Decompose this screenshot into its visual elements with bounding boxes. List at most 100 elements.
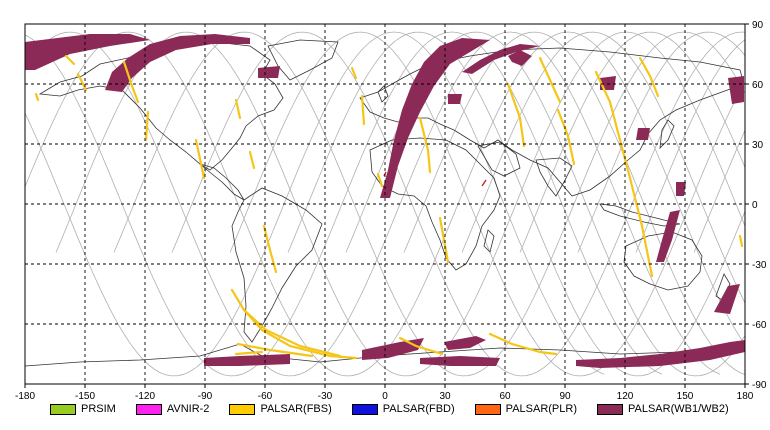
orbit-track — [55, 31, 745, 377]
x-tick-label: 30 — [439, 391, 451, 402]
fbs-track — [262, 224, 278, 274]
wb-swath — [636, 128, 650, 140]
plr-mark — [481, 179, 487, 187]
fbs-track — [418, 116, 432, 174]
wb-swath — [25, 34, 150, 70]
x-tick-label: 180 — [737, 391, 754, 402]
legend-swatch — [474, 403, 501, 415]
legend-label: PALSAR(WB1/WB2) — [628, 403, 729, 415]
wb-swath — [448, 94, 462, 104]
x-tick-label: 150 — [677, 391, 694, 402]
wb-swath — [420, 356, 500, 366]
fbs-track — [76, 72, 88, 92]
fbs-track — [398, 336, 444, 356]
coastlines — [25, 39, 745, 367]
wb-swath — [380, 38, 490, 198]
coastline-arabia — [477, 141, 521, 177]
wb-swath — [600, 76, 616, 90]
graticule — [25, 24, 745, 384]
legend-item: PALSAR(FBD) — [351, 403, 455, 415]
x-axis: -180 -150 -120 -90 -60 -30 0 30 60 90 120 150 180 — [15, 384, 754, 402]
orbit-track — [25, 31, 605, 377]
legend-item: PRSIM — [50, 403, 116, 415]
legend-swatch — [351, 403, 378, 415]
orbit-track — [171, 31, 745, 377]
fbs-track — [538, 56, 562, 104]
coastline-indonesia — [599, 203, 681, 227]
legend-item: AVNIR-2 — [135, 403, 210, 415]
orbit-track — [25, 31, 663, 377]
fbs-track — [64, 54, 76, 66]
orbit-track — [403, 31, 745, 375]
orbit-track — [287, 31, 745, 377]
fbs-track — [376, 172, 384, 188]
wb-swath — [676, 182, 686, 196]
wb-swath — [444, 336, 486, 350]
orbit-track — [229, 31, 745, 377]
y-tick-label: -60 — [752, 320, 767, 331]
y-tick-label: 30 — [752, 140, 764, 151]
fbs-track — [230, 288, 358, 360]
x-tick-label: 60 — [499, 391, 511, 402]
orbit-track — [461, 31, 745, 304]
coastline-madagascar — [483, 229, 495, 253]
legend-swatch — [50, 403, 76, 415]
orbit-track — [577, 31, 745, 253]
fbs-track — [488, 332, 558, 356]
coastline-japan — [659, 119, 675, 150]
legend-label: PRSIM — [81, 403, 116, 415]
fbs-track — [34, 92, 40, 102]
legend-label: AVNIR-2 — [166, 403, 210, 415]
y-tick-label: -90 — [752, 380, 767, 391]
fbs-track — [234, 350, 264, 356]
coastline-africa — [369, 137, 501, 271]
y-tick-label: 60 — [752, 80, 764, 91]
fbs-track — [556, 108, 576, 166]
wb-swath — [728, 76, 744, 104]
wb-swaths — [25, 34, 745, 368]
legend-label: PALSAR(FBD) — [382, 403, 455, 415]
y-tick-label: 0 — [752, 200, 758, 211]
y-tick-label: 90 — [752, 20, 764, 31]
coastline-uk — [377, 85, 389, 103]
wb-swath — [258, 66, 280, 78]
fbs-tracks — [34, 54, 744, 360]
wb-swath — [714, 284, 740, 314]
legend-label: PALSAR(PLR) — [505, 403, 577, 415]
legend-swatch — [135, 403, 162, 415]
legend-swatch — [229, 403, 256, 415]
legend: PRSIM AVNIR-2 PALSAR(FBS) PALSAR(FBD) PALSAR… — [50, 403, 749, 415]
fbs-track — [506, 82, 526, 148]
legend-swatch — [597, 403, 623, 415]
coastline-greenland — [267, 39, 339, 81]
x-tick-label: -60 — [258, 391, 273, 402]
x-tick-label: -120 — [135, 391, 155, 402]
fbs-track — [438, 216, 450, 264]
y-tick-label: -30 — [752, 260, 767, 271]
wb-swath — [204, 354, 290, 366]
x-tick-label: 0 — [382, 391, 388, 402]
orbit-track — [25, 31, 721, 377]
x-tick-label: -180 — [15, 391, 35, 402]
fbs-track — [122, 60, 140, 104]
coastline-antarctica — [25, 343, 745, 367]
legend-label: PALSAR(FBS) — [260, 403, 332, 415]
wb-swath — [576, 340, 745, 368]
x-tick-label: -90 — [198, 391, 213, 402]
wb-swath — [462, 44, 540, 74]
legend-item: PALSAR(PLR) — [474, 403, 577, 415]
x-tick-label: 120 — [617, 391, 634, 402]
fbs-track — [234, 98, 242, 120]
y-axis: 90 60 30 0 -30 -60 -90 — [745, 20, 767, 391]
wb-swath — [508, 50, 532, 66]
coastline-south-america — [231, 187, 323, 343]
x-tick-label: -150 — [75, 391, 95, 402]
wb-swath — [656, 210, 680, 262]
orbit-track — [519, 31, 745, 253]
fbs-track — [242, 308, 342, 358]
legend-item: PALSAR(WB1/WB2) — [597, 403, 729, 415]
fbs-track — [738, 234, 744, 248]
fbs-track — [248, 150, 256, 170]
orbit-track — [113, 31, 745, 377]
